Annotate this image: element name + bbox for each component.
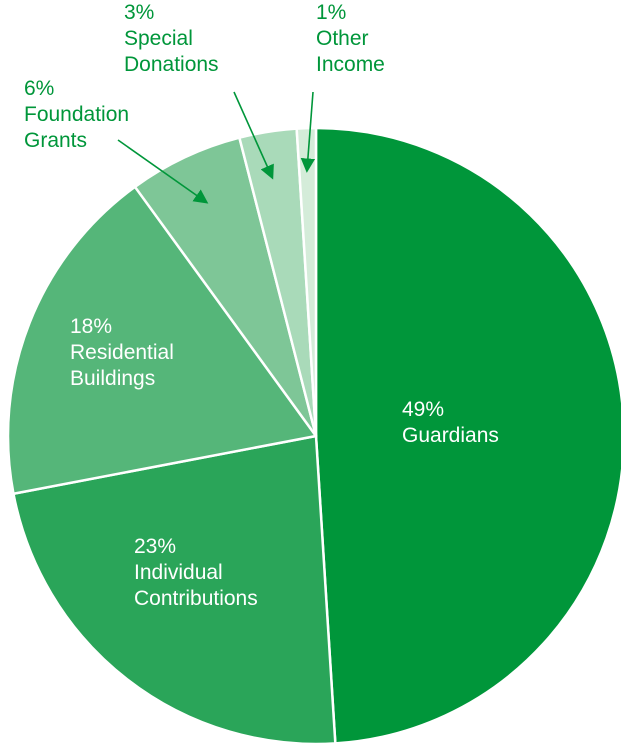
slice-name-line: Guardians (402, 424, 499, 447)
slice-percent: 3% (124, 1, 154, 24)
callout-arrow-special-donations (233, 91, 274, 180)
slice-percent: 18% (70, 315, 112, 338)
slice-name-line: Buildings (70, 367, 155, 390)
slice-name-line: Donations (124, 53, 219, 76)
slice-name-line: Income (316, 53, 385, 76)
slice-name-line: Other (316, 27, 369, 50)
slice-name-line: Residential (70, 341, 174, 364)
slice-percent: 49% (402, 398, 444, 421)
slice-label-special-donations: 3% Special Donations (124, 1, 219, 76)
slice-label-other-income: 1% Other Income (316, 1, 385, 76)
pie-slice-individual-contributions (12, 434, 337, 744)
slice-percent: 6% (24, 77, 54, 100)
slice-percent: 1% (316, 1, 346, 24)
slice-label-foundation-grants: 6% Foundation Grants (24, 77, 129, 152)
slice-name-line: Special (124, 27, 193, 50)
pie-slice-other-income (295, 126, 318, 438)
callout-arrow-other-income (300, 91, 316, 173)
slice-name-line: Contributions (134, 587, 258, 610)
slice-name-line: Individual (134, 561, 223, 584)
pie-slice-guardians (314, 126, 621, 744)
slice-name-line: Foundation (24, 103, 129, 126)
slice-label-guardians: 49% Guardians (402, 398, 499, 447)
slice-name-line: Grants (24, 129, 87, 152)
slice-label-individual-contributions: 23% Individual Contributions (134, 535, 258, 610)
slice-percent: 23% (134, 535, 176, 558)
slice-label-residential-buildings: 18% Residential Buildings (70, 315, 174, 390)
pie-slice-residential-buildings (6, 185, 318, 495)
callout-arrow-foundation-grants (117, 139, 209, 204)
